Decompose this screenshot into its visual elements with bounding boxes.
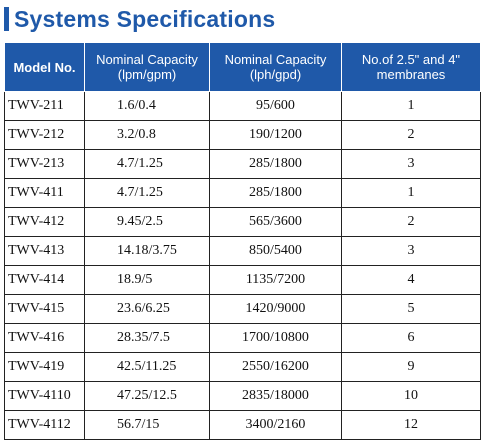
page-title: Systems Specifications xyxy=(14,5,276,32)
header-row: Model No. Nominal Capacity (lpm/gpm) Nom… xyxy=(4,42,481,92)
cell-membranes: 2 xyxy=(341,207,481,237)
table-row: TWV-413 14.18/3.75 850/5400 3 xyxy=(4,236,481,266)
header-membranes: No.of 2.5" and 4" membranes xyxy=(341,42,481,92)
cell-capacity-lph: 1420/9000 xyxy=(209,294,342,324)
table-row: TWV-212 3.2/0.8 190/1200 2 xyxy=(4,120,481,150)
cell-membranes: 9 xyxy=(341,352,481,382)
cell-capacity-lph: 3400/2160 xyxy=(209,410,342,440)
table-body: TWV-211 1.6/0.4 95/600 1 TWV-212 3.2/0.8… xyxy=(4,91,481,440)
cell-membranes: 3 xyxy=(341,149,481,179)
header-capacity-lpm: Nominal Capacity (lpm/gpm) xyxy=(84,42,210,92)
cell-capacity-lph: 95/600 xyxy=(209,91,342,121)
cell-capacity-lph: 2550/16200 xyxy=(209,352,342,382)
cell-membranes: 1 xyxy=(341,91,481,121)
header-model-no: Model No. xyxy=(4,42,85,92)
cell-capacity-lpm: 4.7/1.25 xyxy=(84,178,210,208)
cell-capacity-lpm: 14.18/3.75 xyxy=(84,236,210,266)
header-capacity-lph-line2: (lph/gpd) xyxy=(249,67,302,82)
cell-model: TWV-416 xyxy=(4,323,85,353)
cell-model: TWV-4110 xyxy=(4,381,85,411)
table-row: TWV-4110 47.25/12.5 2835/18000 10 xyxy=(4,381,481,411)
page-title-block: Systems Specifications xyxy=(4,4,275,34)
cell-model: TWV-414 xyxy=(4,265,85,295)
table-row: TWV-415 23.6/6.25 1420/9000 5 xyxy=(4,294,481,324)
cell-model: TWV-212 xyxy=(4,120,85,150)
cell-model: TWV-213 xyxy=(4,149,85,179)
cell-membranes: 6 xyxy=(341,323,481,353)
cell-membranes: 12 xyxy=(341,410,481,440)
header-capacity-lph: Nominal Capacity (lph/gpd) xyxy=(209,42,342,92)
cell-membranes: 3 xyxy=(341,236,481,266)
cell-model: TWV-413 xyxy=(4,236,85,266)
cell-capacity-lph: 285/1800 xyxy=(209,178,342,208)
cell-model: TWV-211 xyxy=(4,91,85,121)
table-row: TWV-213 4.7/1.25 285/1800 3 xyxy=(4,149,481,179)
cell-membranes: 5 xyxy=(341,294,481,324)
cell-membranes: 2 xyxy=(341,120,481,150)
header-capacity-lph-line1: Nominal Capacity xyxy=(224,52,327,67)
specifications-table: Model No. Nominal Capacity (lpm/gpm) Nom… xyxy=(4,42,481,440)
cell-capacity-lpm: 4.7/1.25 xyxy=(84,149,210,179)
cell-capacity-lpm: 28.35/7.5 xyxy=(84,323,210,353)
header-membranes-line1: No.of 2.5" and 4" xyxy=(361,52,461,67)
table-row: TWV-416 28.35/7.5 1700/10800 6 xyxy=(4,323,481,353)
cell-capacity-lph: 190/1200 xyxy=(209,120,342,150)
cell-capacity-lpm: 23.6/6.25 xyxy=(84,294,210,324)
header-membranes-line2: membranes xyxy=(376,67,446,82)
cell-capacity-lph: 285/1800 xyxy=(209,149,342,179)
table-row: TWV-211 1.6/0.4 95/600 1 xyxy=(4,91,481,121)
cell-capacity-lpm: 42.5/11.25 xyxy=(84,352,210,382)
cell-capacity-lph: 565/3600 xyxy=(209,207,342,237)
cell-model: TWV-419 xyxy=(4,352,85,382)
cell-capacity-lph: 1135/7200 xyxy=(209,265,342,295)
cell-membranes: 1 xyxy=(341,178,481,208)
cell-model: TWV-411 xyxy=(4,178,85,208)
header-model-label: Model No. xyxy=(13,59,76,75)
cell-capacity-lpm: 47.25/12.5 xyxy=(84,381,210,411)
cell-model: TWV-4112 xyxy=(4,410,85,440)
table-row: TWV-419 42.5/11.25 2550/16200 9 xyxy=(4,352,481,382)
cell-membranes: 4 xyxy=(341,265,481,295)
table-row: TWV-414 18.9/5 1135/7200 4 xyxy=(4,265,481,295)
table-row: TWV-412 9.45/2.5 565/3600 2 xyxy=(4,207,481,237)
cell-capacity-lpm: 56.7/15 xyxy=(84,410,210,440)
cell-membranes: 10 xyxy=(341,381,481,411)
cell-model: TWV-415 xyxy=(4,294,85,324)
cell-model: TWV-412 xyxy=(4,207,85,237)
table-row: TWV-4112 56.7/15 3400/2160 12 xyxy=(4,410,481,440)
cell-capacity-lpm: 1.6/0.4 xyxy=(84,91,210,121)
cell-capacity-lpm: 18.9/5 xyxy=(84,265,210,295)
header-capacity-lpm-line1: Nominal Capacity xyxy=(96,52,198,67)
table-header: Model No. Nominal Capacity (lpm/gpm) Nom… xyxy=(4,42,481,92)
cell-capacity-lpm: 3.2/0.8 xyxy=(84,120,210,150)
cell-capacity-lph: 1700/10800 xyxy=(209,323,342,353)
cell-capacity-lph: 2835/18000 xyxy=(209,381,342,411)
cell-capacity-lph: 850/5400 xyxy=(209,236,342,266)
header-capacity-lpm-line2: (lpm/gpm) xyxy=(117,67,177,82)
table-row: TWV-411 4.7/1.25 285/1800 1 xyxy=(4,178,481,208)
title-accent-bar xyxy=(4,7,9,31)
cell-capacity-lpm: 9.45/2.5 xyxy=(84,207,210,237)
